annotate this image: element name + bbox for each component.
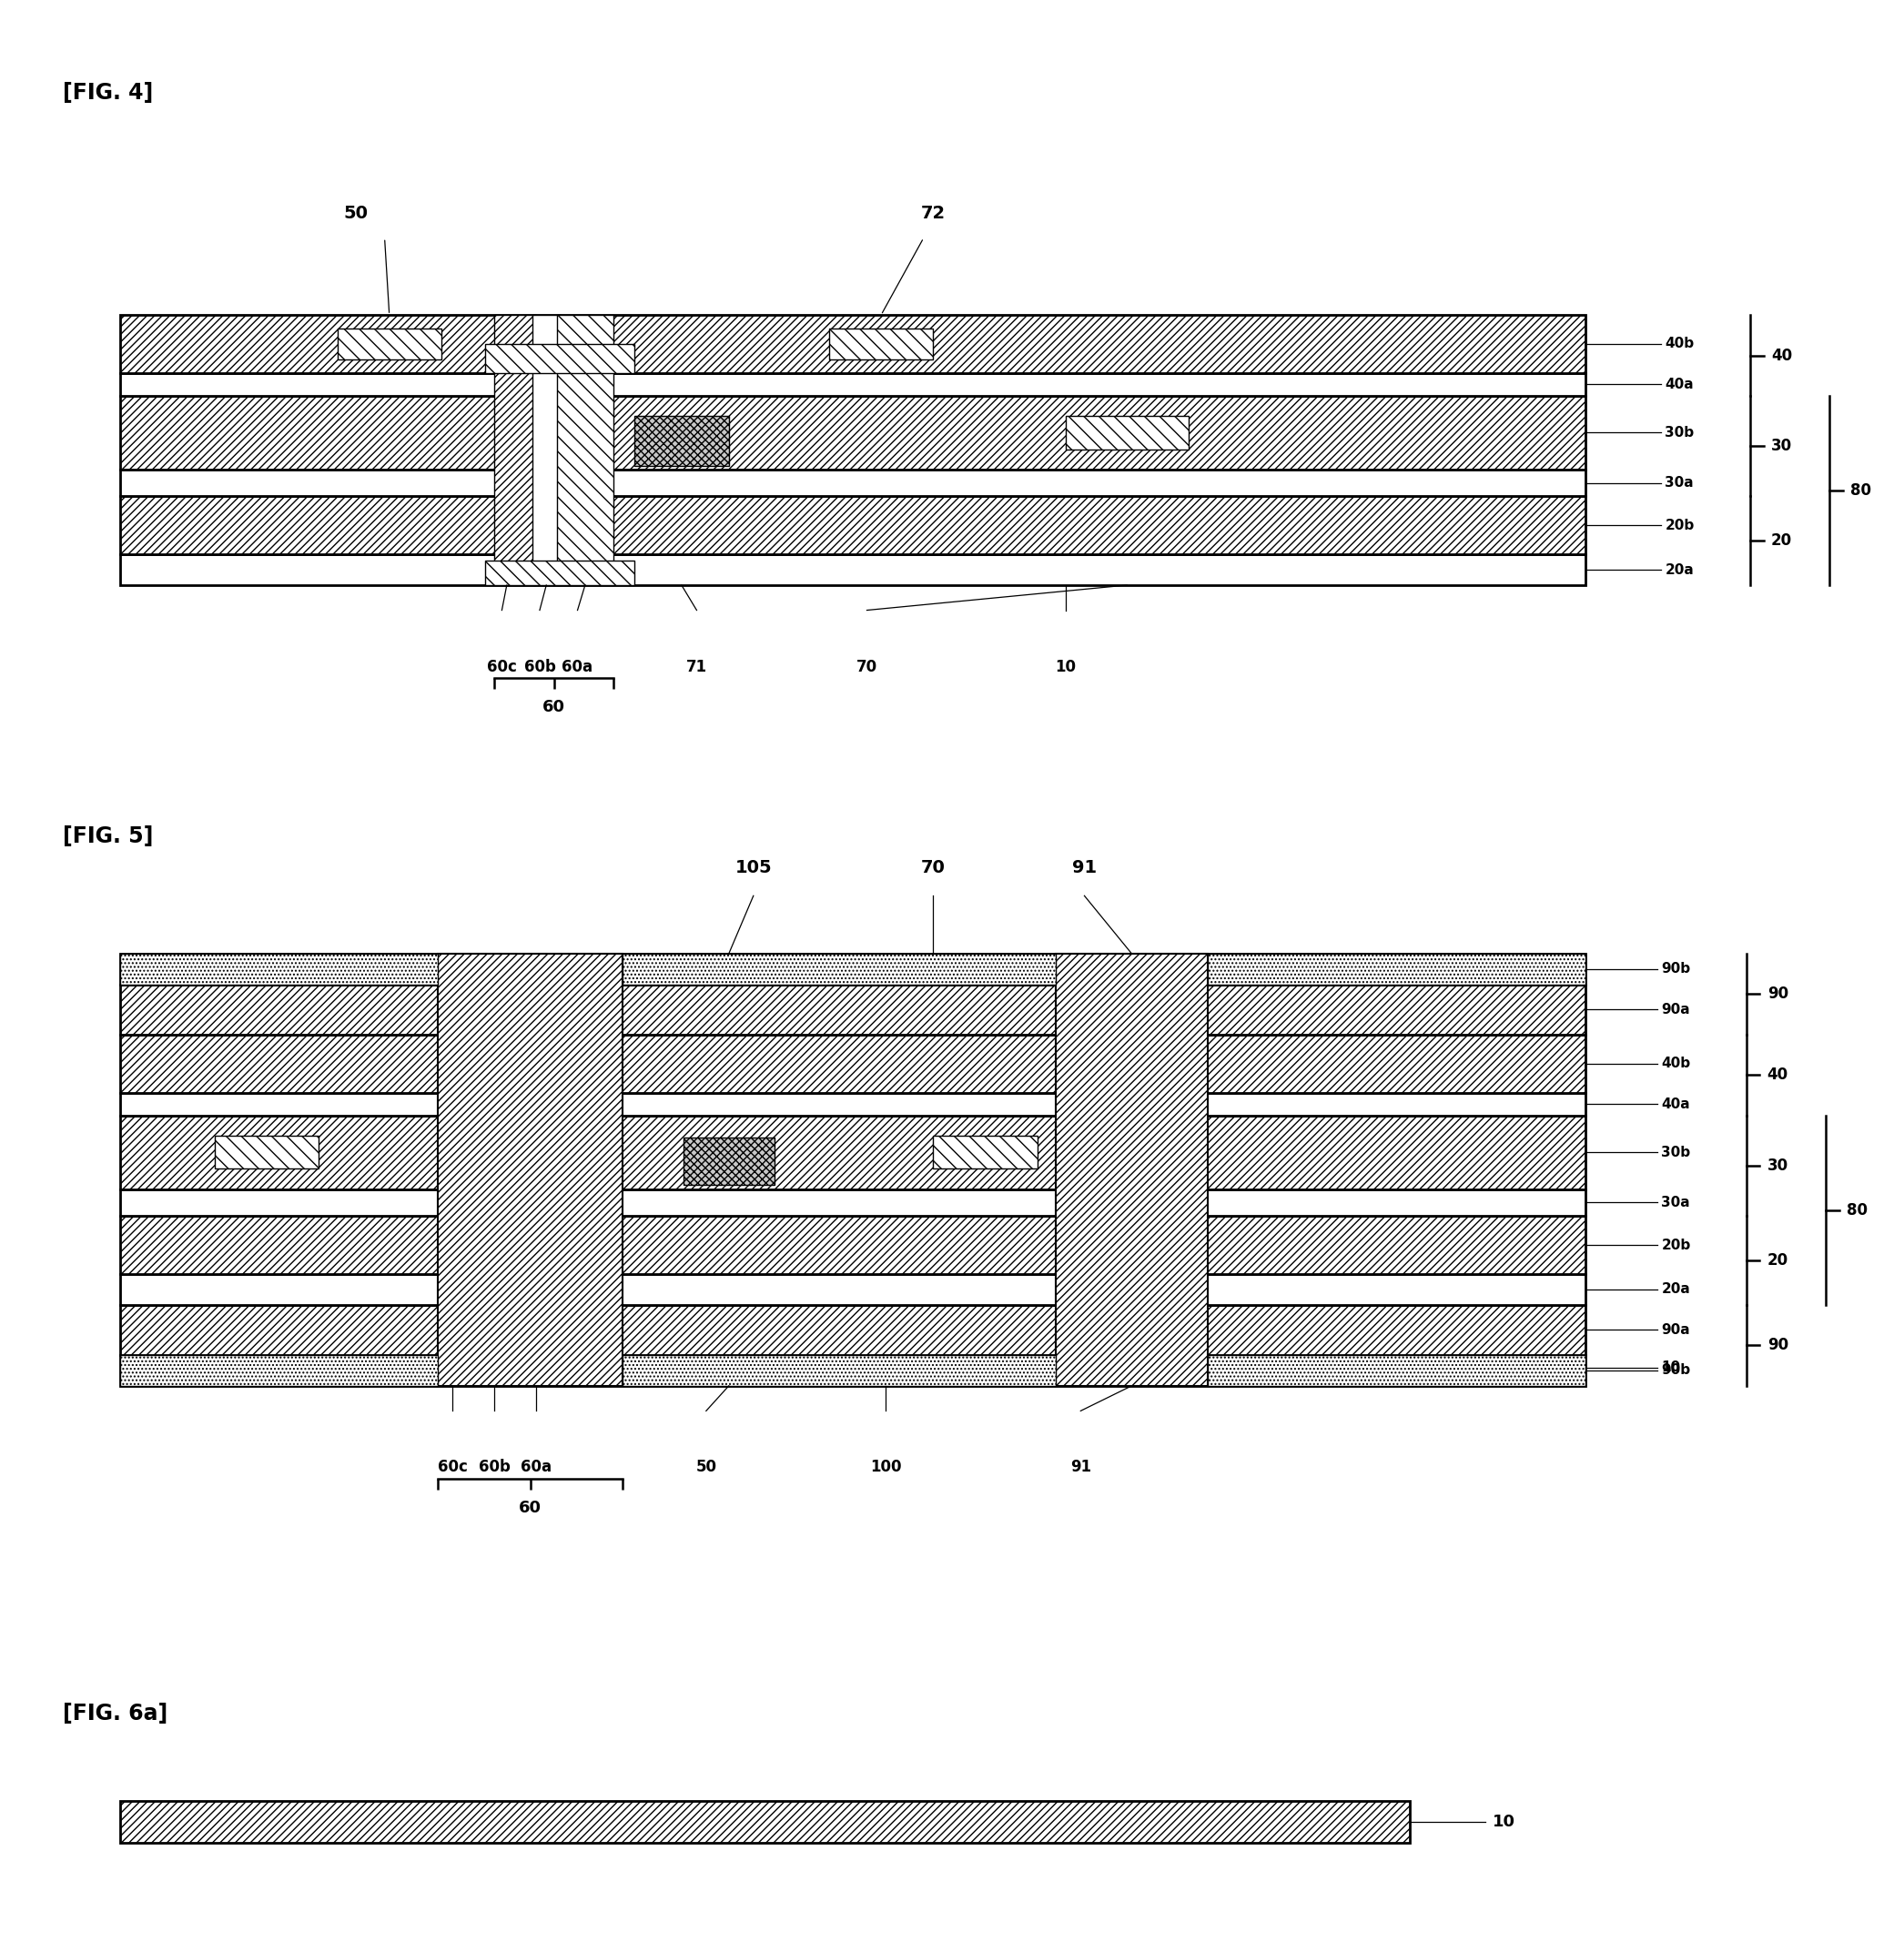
Bar	[120, 1305, 1586, 1356]
Text: 91: 91	[1070, 1458, 1091, 1476]
Text: 50: 50	[695, 1458, 716, 1476]
Bar	[120, 1117, 1586, 1189]
Bar	[828, 328, 933, 359]
Text: 60b: 60b	[478, 1458, 510, 1476]
Bar	[120, 1274, 1586, 1305]
Text: 90b: 90b	[1662, 1363, 1691, 1377]
Bar	[120, 1093, 1586, 1117]
Text: 30a: 30a	[1664, 476, 1695, 489]
Text: 40a: 40a	[1664, 377, 1695, 390]
Bar	[486, 561, 634, 585]
Text: 20b: 20b	[1662, 1239, 1691, 1253]
Bar	[1057, 954, 1207, 1387]
Text: 30b: 30b	[1662, 1146, 1691, 1159]
Text: 20a: 20a	[1662, 1282, 1691, 1295]
Text: 80: 80	[1851, 482, 1872, 499]
Text: [FIG. 5]: [FIG. 5]	[63, 825, 154, 847]
Text: [FIG. 4]: [FIG. 4]	[63, 82, 154, 105]
Bar	[120, 497, 1586, 553]
Text: 71: 71	[685, 658, 706, 674]
Bar	[215, 1136, 318, 1169]
Bar	[120, 373, 1586, 396]
Bar	[337, 328, 442, 359]
Bar	[634, 416, 729, 466]
Text: 90b: 90b	[1662, 961, 1691, 977]
Bar	[684, 1138, 775, 1185]
Text: 30: 30	[1767, 1157, 1788, 1175]
Text: 105: 105	[735, 858, 771, 876]
Text: 100: 100	[870, 1458, 901, 1476]
Text: 90: 90	[1767, 1338, 1788, 1354]
Text: 70: 70	[857, 658, 878, 674]
Text: 40: 40	[1767, 1066, 1788, 1084]
Text: 20: 20	[1767, 1253, 1788, 1268]
Bar	[1207, 954, 1586, 985]
Text: 10: 10	[1662, 1361, 1681, 1375]
Bar	[120, 470, 1586, 497]
Bar	[120, 396, 1586, 470]
Bar	[556, 315, 613, 585]
Text: 60: 60	[543, 699, 565, 715]
Text: 90: 90	[1767, 987, 1788, 1002]
Bar	[120, 954, 438, 985]
Bar	[623, 954, 1057, 985]
Text: 30: 30	[1771, 439, 1792, 454]
Text: 72: 72	[922, 206, 946, 223]
Text: 30b: 30b	[1664, 425, 1695, 439]
Bar	[120, 1356, 438, 1387]
Text: 90a: 90a	[1662, 1323, 1691, 1336]
Text: 20a: 20a	[1664, 563, 1695, 577]
Bar	[120, 1216, 1586, 1274]
Text: 60a: 60a	[520, 1458, 552, 1476]
Bar	[438, 954, 623, 1387]
Bar	[1066, 416, 1188, 449]
Text: 90a: 90a	[1662, 1002, 1691, 1016]
Text: 60: 60	[520, 1499, 541, 1517]
Text: 80: 80	[1847, 1202, 1868, 1218]
Text: 40b: 40b	[1662, 1056, 1691, 1070]
Text: 50: 50	[345, 206, 369, 223]
Bar	[623, 1356, 1057, 1387]
Text: 30a: 30a	[1662, 1196, 1691, 1210]
Text: 60a: 60a	[562, 658, 592, 674]
Bar	[120, 1035, 1586, 1093]
Text: 10: 10	[1055, 658, 1076, 674]
Bar	[933, 1136, 1038, 1169]
Bar	[120, 1189, 1586, 1216]
Bar	[531, 315, 560, 585]
Text: 20b: 20b	[1664, 519, 1695, 532]
Text: 60c: 60c	[438, 1458, 468, 1476]
Text: [FIG. 6a]: [FIG. 6a]	[63, 1703, 168, 1724]
Text: 10: 10	[1493, 1814, 1516, 1829]
Text: 40a: 40a	[1662, 1097, 1691, 1111]
Bar	[120, 553, 1586, 585]
Text: 91: 91	[1072, 858, 1097, 876]
Bar	[120, 315, 1586, 373]
Text: 20: 20	[1771, 532, 1792, 550]
Bar	[120, 1356, 1586, 1387]
Bar	[1207, 1356, 1586, 1387]
Text: 60b: 60b	[524, 658, 556, 674]
Bar	[120, 954, 1586, 985]
Bar	[486, 344, 634, 373]
Text: 70: 70	[922, 858, 944, 876]
Bar	[120, 1800, 1409, 1843]
Text: 40: 40	[1771, 348, 1792, 363]
Text: 40b: 40b	[1664, 338, 1695, 352]
Text: 60c: 60c	[487, 658, 516, 674]
Bar	[495, 315, 535, 585]
Bar	[120, 985, 1586, 1035]
